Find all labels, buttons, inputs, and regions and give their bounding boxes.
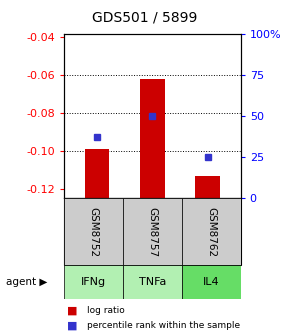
Text: GSM8762: GSM8762: [206, 207, 216, 257]
Bar: [182, 198, 241, 265]
Bar: [64, 265, 123, 299]
Bar: [84, 149, 109, 198]
Text: GSM8757: GSM8757: [147, 207, 157, 257]
Text: percentile rank within the sample: percentile rank within the sample: [87, 322, 240, 330]
Text: TNFa: TNFa: [139, 277, 166, 287]
Bar: [182, 265, 241, 299]
Bar: [140, 79, 165, 198]
Text: ■: ■: [67, 321, 77, 331]
Text: IFNg: IFNg: [81, 277, 106, 287]
Text: agent ▶: agent ▶: [6, 277, 47, 287]
Text: IL4: IL4: [203, 277, 220, 287]
Bar: [64, 198, 123, 265]
Bar: [123, 265, 182, 299]
Text: GSM8752: GSM8752: [88, 207, 98, 257]
Text: log ratio: log ratio: [87, 306, 125, 315]
Text: GDS501 / 5899: GDS501 / 5899: [92, 10, 198, 24]
Bar: [123, 198, 182, 265]
Text: ■: ■: [67, 306, 77, 316]
Bar: [195, 175, 220, 198]
